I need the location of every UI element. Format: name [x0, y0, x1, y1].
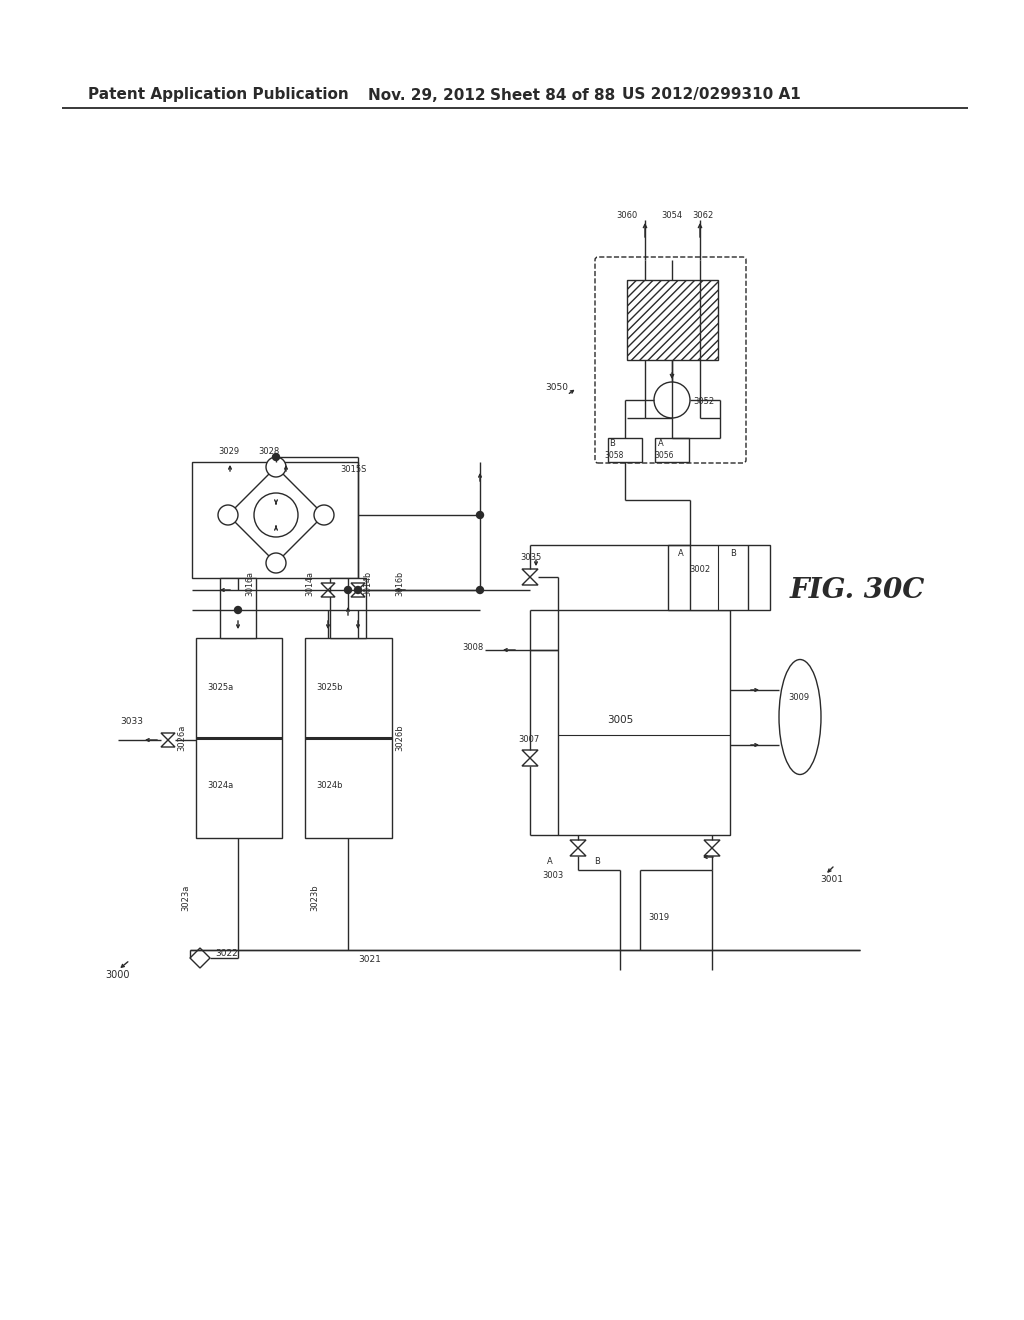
Text: 3025a: 3025a	[207, 684, 233, 693]
Text: 3016b: 3016b	[395, 570, 404, 595]
Text: Sheet 84 of 88: Sheet 84 of 88	[490, 87, 615, 103]
Bar	[305, 638, 392, 838]
Text: B: B	[609, 440, 614, 449]
Text: 3021: 3021	[358, 956, 381, 965]
Text: 3019: 3019	[648, 913, 669, 923]
Text: 3002: 3002	[689, 565, 711, 574]
Bar	[655, 438, 689, 462]
Text: 3050: 3050	[545, 384, 568, 392]
Bar	[193, 462, 358, 578]
Circle shape	[476, 586, 483, 594]
Text: 3007: 3007	[518, 735, 540, 744]
Text: B: B	[594, 858, 600, 866]
Text: 3060: 3060	[616, 210, 638, 219]
Ellipse shape	[779, 660, 821, 775]
Text: 3009: 3009	[788, 693, 809, 701]
Text: US 2012/0299310 A1: US 2012/0299310 A1	[622, 87, 801, 103]
Text: A: A	[547, 858, 553, 866]
Text: 3015S: 3015S	[340, 466, 367, 474]
Text: A: A	[658, 440, 664, 449]
Text: 3033: 3033	[120, 718, 143, 726]
Circle shape	[266, 457, 286, 477]
Bar	[558, 610, 730, 836]
Text: 3000: 3000	[105, 970, 129, 979]
Text: FIG. 30C: FIG. 30C	[790, 577, 926, 603]
Text: 3024b: 3024b	[316, 780, 342, 789]
Text: Patent Application Publication: Patent Application Publication	[88, 87, 349, 103]
Text: 3014b: 3014b	[364, 570, 373, 595]
Text: 3016a: 3016a	[246, 570, 255, 595]
Circle shape	[654, 381, 690, 418]
Polygon shape	[570, 840, 586, 855]
Text: 3022: 3022	[215, 949, 238, 957]
Polygon shape	[522, 569, 538, 585]
Polygon shape	[522, 750, 538, 766]
Text: 3052: 3052	[693, 397, 714, 407]
Polygon shape	[705, 840, 720, 855]
Circle shape	[266, 553, 286, 573]
Circle shape	[476, 511, 483, 519]
Circle shape	[314, 506, 334, 525]
Text: A: A	[678, 549, 684, 557]
Polygon shape	[351, 583, 365, 597]
Polygon shape	[190, 948, 210, 968]
Circle shape	[254, 492, 298, 537]
Circle shape	[272, 454, 280, 461]
Text: 3028: 3028	[258, 447, 280, 457]
Text: 3024a: 3024a	[207, 780, 233, 789]
Text: B: B	[730, 549, 736, 557]
Circle shape	[234, 606, 242, 614]
Text: 3026b: 3026b	[395, 725, 404, 751]
Text: 3025b: 3025b	[316, 684, 342, 693]
Text: 3035: 3035	[520, 553, 542, 561]
Polygon shape	[321, 583, 335, 597]
Bar	[668, 545, 770, 610]
Text: Nov. 29, 2012: Nov. 29, 2012	[368, 87, 485, 103]
Text: 3001: 3001	[820, 875, 843, 884]
Bar	[220, 578, 256, 638]
Bar	[196, 638, 282, 838]
Text: 3058: 3058	[604, 451, 624, 461]
Text: 3056: 3056	[654, 451, 674, 461]
Text: 3003: 3003	[542, 870, 563, 879]
Circle shape	[218, 506, 238, 525]
Bar	[608, 438, 642, 462]
Text: 3023a: 3023a	[181, 884, 190, 911]
Text: 3062: 3062	[692, 210, 714, 219]
Text: 3008: 3008	[462, 644, 483, 652]
Text: 3026a: 3026a	[177, 725, 186, 751]
Text: 3023b: 3023b	[310, 884, 319, 911]
Circle shape	[354, 586, 361, 594]
Bar	[330, 578, 366, 638]
Bar	[627, 280, 718, 360]
Text: 3054: 3054	[662, 210, 683, 219]
Polygon shape	[161, 733, 175, 747]
Text: 3005: 3005	[607, 715, 633, 725]
Text: 3029: 3029	[218, 447, 240, 457]
Circle shape	[344, 586, 351, 594]
Text: 3014a: 3014a	[305, 570, 314, 595]
